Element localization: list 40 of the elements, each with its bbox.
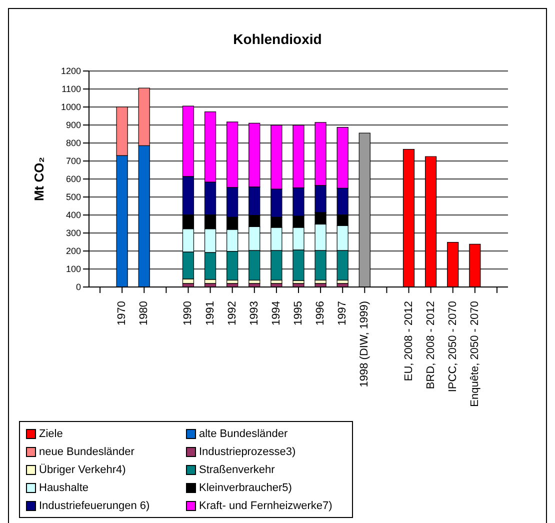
x-tick-label: 1997 xyxy=(336,301,349,326)
y-tick-label: 200 xyxy=(66,246,81,256)
legend-label: Ziele xyxy=(39,428,63,440)
x-tick-label: IPCC, 2050 - 2070 xyxy=(446,301,459,392)
y-tick-label: 400 xyxy=(66,210,81,220)
y-tick-label: 1100 xyxy=(62,84,81,94)
legend-label: Haushalte xyxy=(39,482,89,494)
y-tick-label: 500 xyxy=(66,192,81,202)
x-tick-label: BRD, 2008 - 2012 xyxy=(424,301,437,390)
legend-label: Industriefeuerungen 6) xyxy=(39,500,150,512)
y-tick-label: 300 xyxy=(66,228,81,238)
chart-title: Kohlendioxid xyxy=(232,31,323,47)
x-tick-label: 1991 xyxy=(204,301,216,326)
x-tick-label: 1990 xyxy=(182,301,194,326)
legend-label: Kraft- und Fernheizwerke7) xyxy=(199,500,332,512)
x-tick-label: 1994 xyxy=(270,301,282,326)
legend-label: Industrieprozesse3) xyxy=(199,446,296,458)
x-tick-label: 1970 xyxy=(116,301,128,326)
legend-label: Übriger Verkehr4) xyxy=(39,464,126,476)
y-tick-label: 0 xyxy=(76,282,81,292)
legend-label: Straßenverkehr xyxy=(199,464,275,476)
y-tick-label: 800 xyxy=(66,138,81,148)
x-tick-label: Enquête, 2050 - 2070 xyxy=(468,301,481,407)
x-tick-label: 1992 xyxy=(226,301,238,326)
legend-label: neue Bundesländer xyxy=(39,446,134,458)
x-tick-label: 1993 xyxy=(248,301,260,326)
y-axis-title: Mt CO₂ xyxy=(32,156,47,202)
x-tick-label: 1998 (DIW, 1999) xyxy=(358,301,371,388)
y-tick-label: 900 xyxy=(66,120,81,130)
x-tick-label: 1980 xyxy=(138,301,150,326)
x-tick-label: EU, 2008 - 2012 xyxy=(402,301,415,382)
x-tick-label: 1996 xyxy=(314,301,327,326)
legend-label: alte Bundesländer xyxy=(199,428,288,440)
y-tick-label: 700 xyxy=(66,156,81,166)
legend-label: Kleinverbraucher5) xyxy=(199,482,292,494)
y-tick-label: 600 xyxy=(66,174,81,184)
y-tick-label: 1000 xyxy=(60,102,81,112)
y-tick-label: 1200 xyxy=(60,66,81,76)
y-tick-label: 100 xyxy=(66,264,81,274)
x-tick-label: 1995 xyxy=(292,301,304,326)
